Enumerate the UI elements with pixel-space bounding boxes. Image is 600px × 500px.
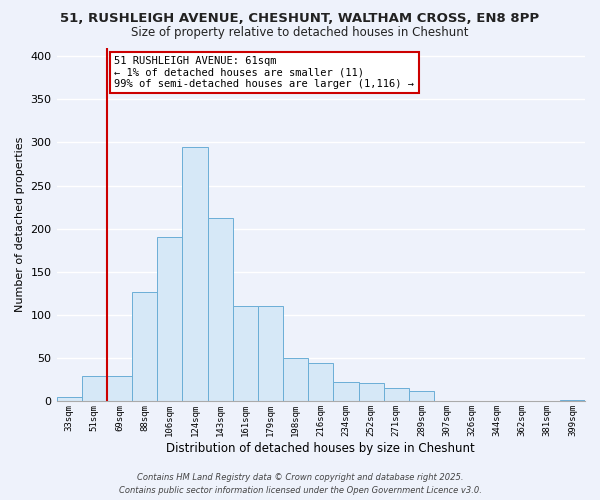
Text: 51 RUSHLEIGH AVENUE: 61sqm
← 1% of detached houses are smaller (11)
99% of semi-: 51 RUSHLEIGH AVENUE: 61sqm ← 1% of detac… bbox=[115, 56, 415, 90]
Bar bbox=[560, 400, 585, 402]
Text: Size of property relative to detached houses in Cheshunt: Size of property relative to detached ho… bbox=[131, 26, 469, 39]
Y-axis label: Number of detached properties: Number of detached properties bbox=[15, 137, 25, 312]
Bar bbox=[383, 388, 409, 402]
Bar bbox=[182, 147, 208, 402]
Bar bbox=[334, 382, 359, 402]
Bar bbox=[409, 391, 434, 402]
X-axis label: Distribution of detached houses by size in Cheshunt: Distribution of detached houses by size … bbox=[166, 442, 475, 455]
Bar bbox=[82, 376, 107, 402]
Text: Contains HM Land Registry data © Crown copyright and database right 2025.
Contai: Contains HM Land Registry data © Crown c… bbox=[119, 474, 481, 495]
Bar bbox=[107, 376, 132, 402]
Bar bbox=[283, 358, 308, 402]
Text: 51, RUSHLEIGH AVENUE, CHESHUNT, WALTHAM CROSS, EN8 8PP: 51, RUSHLEIGH AVENUE, CHESHUNT, WALTHAM … bbox=[61, 12, 539, 26]
Bar bbox=[208, 218, 233, 402]
Bar bbox=[233, 306, 258, 402]
Bar bbox=[308, 364, 334, 402]
Bar bbox=[157, 238, 182, 402]
Bar bbox=[258, 306, 283, 402]
Bar bbox=[132, 292, 157, 402]
Bar bbox=[56, 397, 82, 402]
Bar bbox=[359, 384, 383, 402]
